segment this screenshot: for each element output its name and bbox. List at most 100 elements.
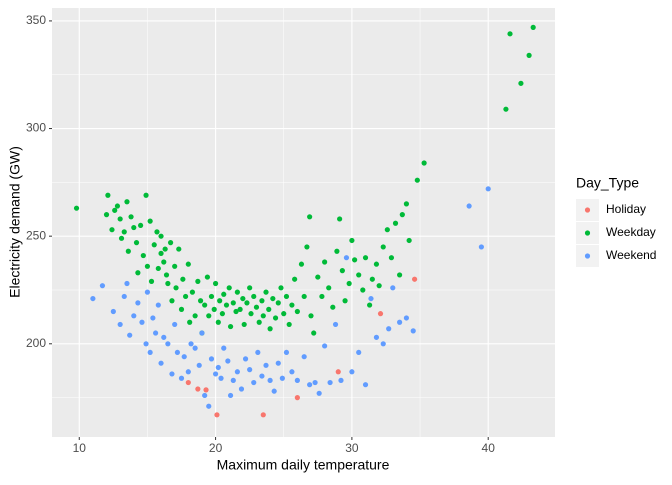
point <box>143 341 149 347</box>
point <box>247 285 253 291</box>
point <box>392 220 399 226</box>
x-axis-label: Maximum daily temperature <box>217 457 390 473</box>
point <box>530 24 536 30</box>
panel <box>52 8 555 437</box>
point <box>138 222 144 229</box>
point <box>283 349 290 356</box>
point <box>294 377 300 383</box>
point <box>388 255 395 261</box>
point <box>180 276 186 282</box>
y-axis-label: Electricity demand (GW) <box>7 146 23 298</box>
point <box>227 392 234 399</box>
point <box>349 369 355 375</box>
point <box>376 283 382 289</box>
point <box>234 369 240 375</box>
point <box>143 192 149 198</box>
point <box>367 302 373 308</box>
point <box>110 308 116 315</box>
point <box>124 280 130 287</box>
point <box>234 289 240 295</box>
point <box>267 377 273 383</box>
point <box>237 306 243 312</box>
point <box>316 390 322 396</box>
point <box>121 229 127 235</box>
point <box>202 392 208 399</box>
point <box>315 274 321 280</box>
point <box>403 201 410 207</box>
point <box>90 295 96 302</box>
point <box>362 255 369 261</box>
point <box>192 345 198 351</box>
point <box>390 285 396 291</box>
point <box>346 280 352 287</box>
point <box>215 319 221 325</box>
point <box>327 379 333 386</box>
point <box>189 289 196 295</box>
point <box>195 386 201 392</box>
point <box>266 306 272 312</box>
point <box>337 216 343 222</box>
y-tick-label: 250 <box>26 228 46 242</box>
point <box>173 285 179 291</box>
point <box>114 203 121 209</box>
point <box>356 272 362 278</box>
point <box>154 229 160 235</box>
point <box>507 31 513 37</box>
point <box>267 326 273 332</box>
point <box>406 237 412 244</box>
point <box>263 289 269 295</box>
point <box>112 207 118 213</box>
point <box>218 375 224 381</box>
point <box>414 177 420 183</box>
point <box>259 373 265 379</box>
legend-label: Holiday <box>606 202 646 216</box>
point <box>307 214 313 220</box>
point <box>294 308 300 315</box>
x-tick-label: 10 <box>73 441 87 455</box>
point <box>192 313 198 319</box>
legend-title: Day_Type <box>576 175 639 191</box>
point <box>212 371 219 377</box>
point <box>187 319 193 325</box>
point <box>103 212 110 218</box>
point <box>144 289 151 295</box>
point <box>197 298 204 304</box>
point <box>227 323 234 330</box>
point <box>99 283 106 289</box>
point <box>421 160 427 166</box>
point <box>147 349 153 356</box>
point <box>240 295 246 302</box>
point <box>263 362 269 368</box>
point <box>275 360 281 366</box>
point <box>172 263 178 269</box>
point <box>251 293 257 300</box>
point <box>289 302 295 308</box>
point <box>135 270 141 276</box>
point <box>362 382 369 388</box>
point <box>165 341 171 347</box>
point <box>330 304 336 310</box>
point <box>163 272 170 278</box>
point <box>199 330 205 336</box>
point <box>301 354 307 360</box>
point <box>248 311 254 317</box>
point <box>278 285 284 291</box>
point <box>332 321 339 328</box>
point <box>279 375 285 381</box>
point <box>165 280 171 287</box>
point <box>271 388 277 394</box>
point <box>140 252 146 259</box>
point <box>380 341 386 347</box>
point <box>185 369 191 375</box>
point <box>292 276 298 282</box>
point <box>275 300 281 306</box>
point <box>109 227 115 233</box>
y-tick-label: 300 <box>26 121 46 135</box>
point <box>384 227 390 233</box>
point <box>399 212 405 218</box>
legend-label: Weekday <box>606 225 656 239</box>
point <box>150 315 156 321</box>
point <box>125 248 131 254</box>
point <box>503 106 509 112</box>
point <box>105 192 111 198</box>
